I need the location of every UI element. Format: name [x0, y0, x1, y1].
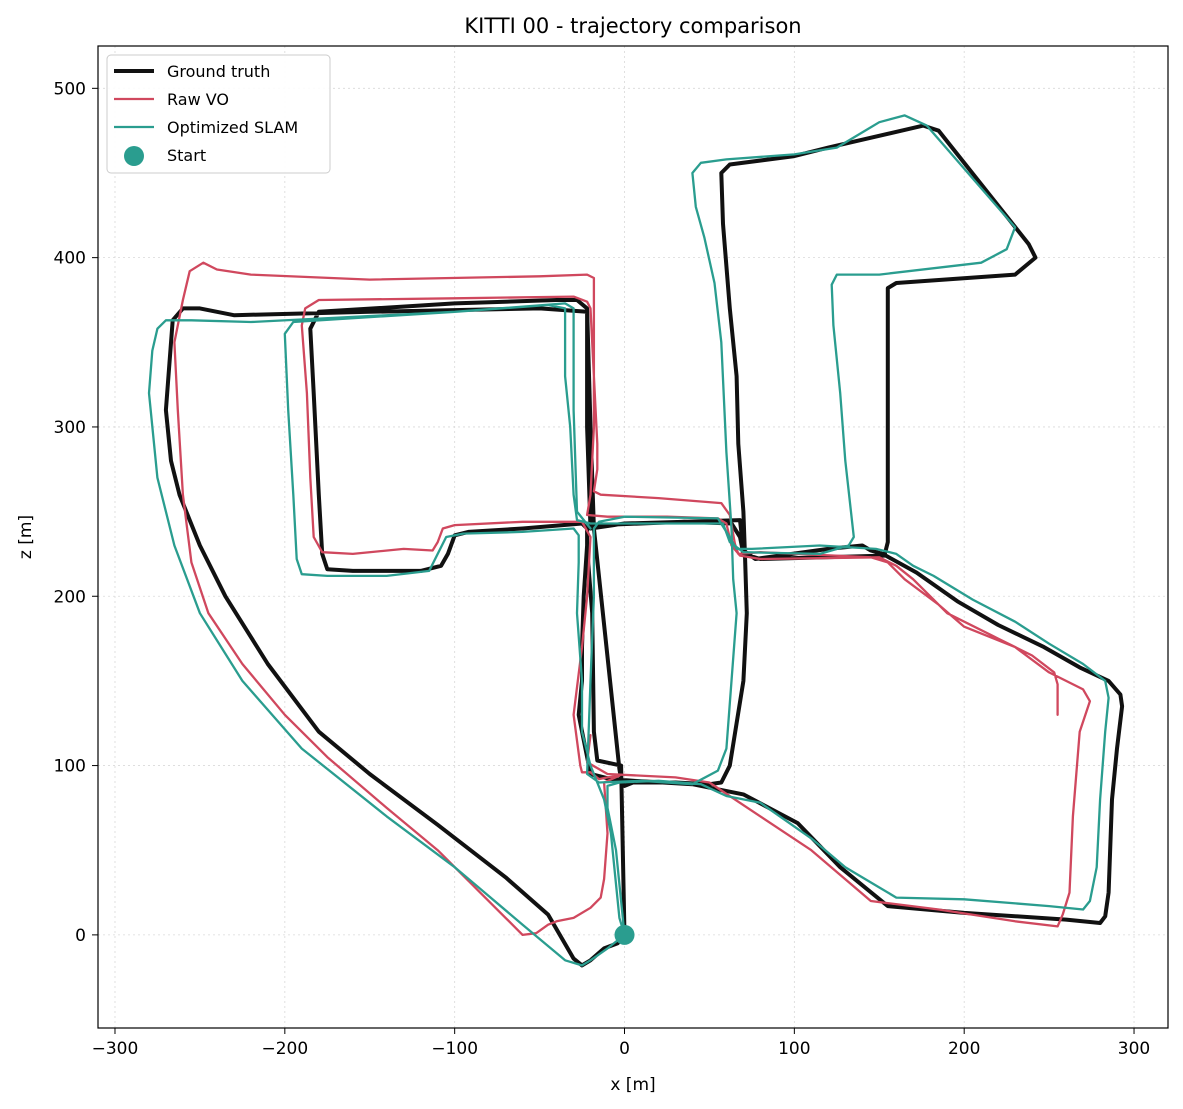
y-axis-ticks: 0 100 200 300 400 500: [54, 79, 98, 946]
y-tick-label: 300: [54, 418, 86, 438]
y-tick-label: 100: [54, 757, 86, 777]
legend-label-raw-vo: Raw VO: [167, 90, 229, 109]
legend: Ground truth Raw VO Optimized SLAM Start: [106, 54, 331, 174]
legend-box: [106, 54, 331, 174]
x-axis-ticks: −300 −200 −100 0 100 200 300: [92, 1028, 1150, 1059]
x-tick-label: −200: [261, 1039, 308, 1059]
plot-area: [147, 114, 1125, 968]
y-axis-label: z [m]: [16, 515, 36, 559]
y-tick-label: 400: [54, 249, 86, 269]
series-line-optimized-slam: [147, 114, 1110, 967]
series-line-ground-truth: [163, 123, 1125, 968]
legend-label-optimized-slam: Optimized SLAM: [167, 118, 298, 137]
legend-label-ground-truth: Ground truth: [167, 62, 270, 81]
series-line-raw-vo: [173, 261, 1092, 937]
legend-swatch-start: [124, 146, 144, 166]
chart-title: KITTI 00 - trajectory comparison: [464, 14, 801, 38]
x-tick-label: 200: [948, 1039, 980, 1059]
x-tick-label: 0: [619, 1039, 630, 1059]
y-tick-label: 500: [54, 79, 86, 99]
plot-frame: [97, 45, 1169, 1029]
x-tick-label: −300: [92, 1039, 139, 1059]
y-tick-label: 0: [75, 926, 86, 946]
marker-start: [614, 924, 635, 945]
start-marker-layer: [614, 924, 635, 945]
x-tick-label: −100: [431, 1039, 478, 1059]
legend-label-start: Start: [167, 146, 206, 165]
x-tick-label: 100: [778, 1039, 810, 1059]
x-tick-label: 300: [1118, 1039, 1150, 1059]
y-tick-label: 200: [54, 587, 86, 607]
x-axis-label: x [m]: [610, 1075, 655, 1095]
